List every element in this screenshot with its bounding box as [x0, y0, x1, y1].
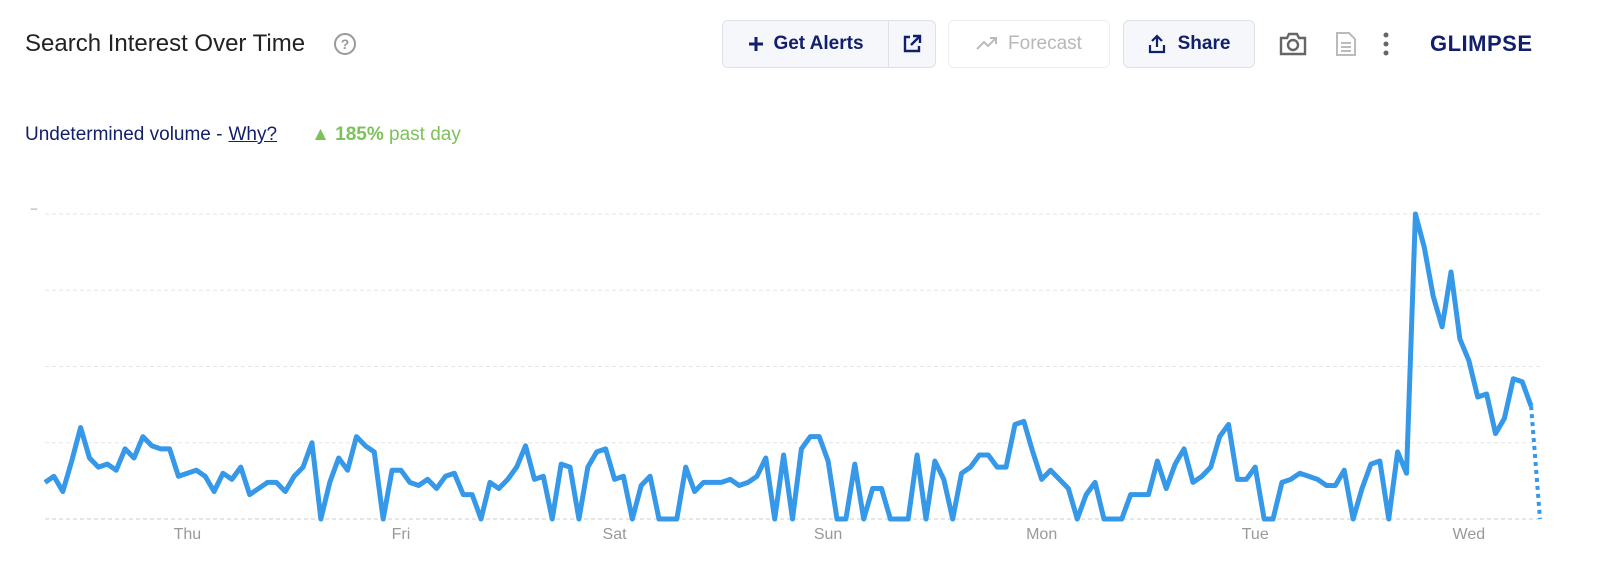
logo[interactable]: GLIMPSE — [1430, 31, 1533, 56]
volume-note: Undetermined volume - — [25, 124, 223, 145]
page-title: Search Interest Over Time — [25, 30, 306, 57]
open-external-button[interactable] — [889, 34, 935, 54]
x-tick-label: Fri — [392, 526, 411, 543]
share-icon — [1148, 34, 1165, 54]
forecast-button[interactable]: Forecast — [948, 20, 1110, 68]
why-link[interactable]: Why? — [228, 124, 278, 145]
share-label: Share — [1177, 33, 1231, 54]
trend-line — [43, 211, 1534, 522]
x-tick-label: Sat — [603, 526, 628, 543]
camera-button[interactable] — [1279, 32, 1307, 56]
report-button[interactable] — [1335, 31, 1357, 57]
change-value: 185% — [335, 124, 384, 145]
trend-icon — [976, 37, 998, 50]
more-menu[interactable] — [1382, 32, 1390, 56]
change-arrow: ▲ — [311, 124, 330, 145]
get-alerts-label: Get Alerts — [773, 33, 864, 54]
summary: Undetermined volume - Why? ▲ 185% past d… — [25, 124, 461, 146]
x-tick-label: Wed — [1453, 526, 1486, 543]
x-tick-label: Tue — [1242, 526, 1269, 543]
alerts-group: Get Alerts — [722, 20, 936, 68]
forecast-label: Forecast — [1008, 33, 1082, 54]
external-icon — [903, 34, 922, 53]
x-tick-label: Thu — [174, 526, 202, 543]
change: ▲ 185% past day — [311, 124, 461, 146]
x-tick-label: Sun — [814, 526, 842, 543]
get-alerts-button[interactable]: Get Alerts — [723, 21, 889, 67]
change-period: past day — [389, 124, 461, 145]
plus-icon — [749, 37, 764, 51]
trend-line-partial — [1529, 405, 1542, 520]
help-icon[interactable]: ? — [334, 33, 356, 55]
share-button[interactable]: Share — [1123, 20, 1255, 68]
x-tick-label: Mon — [1026, 526, 1057, 543]
y-tick-label: – — [31, 201, 38, 215]
